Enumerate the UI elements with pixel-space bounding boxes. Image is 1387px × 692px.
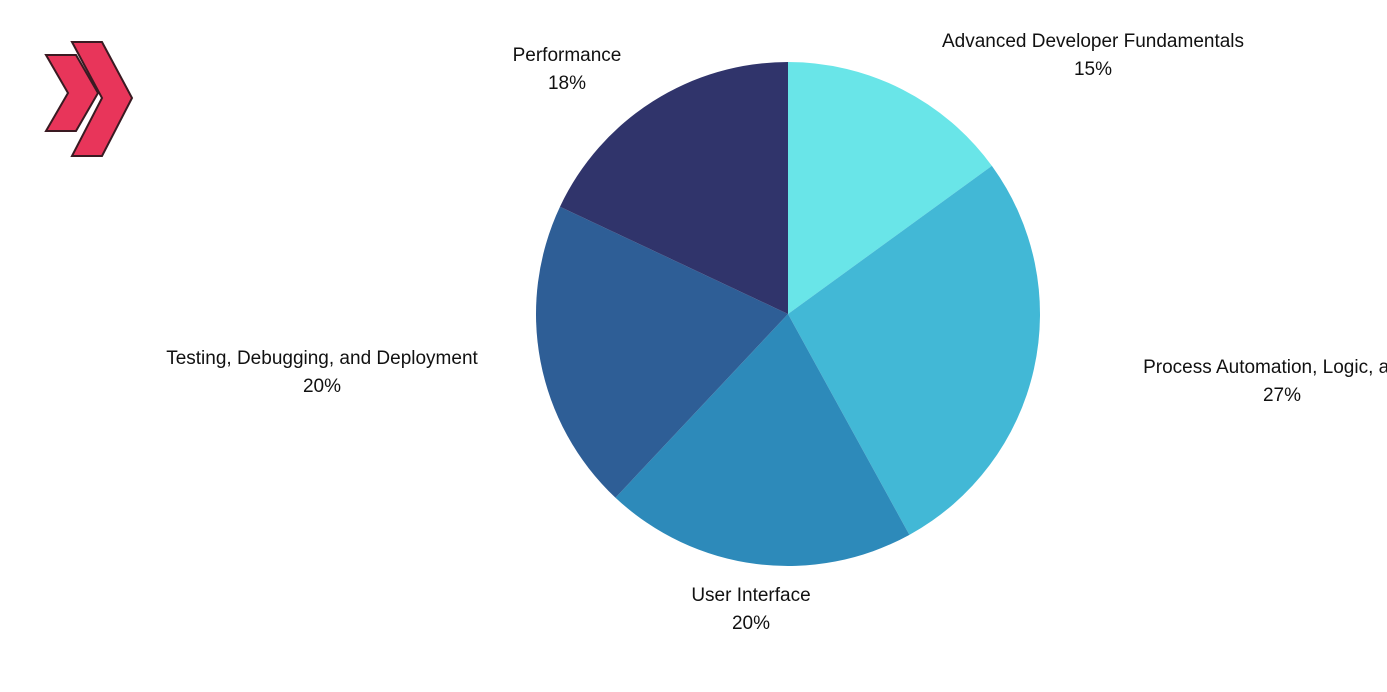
slice-name-label: Testing, Debugging, and Deployment [166,348,478,369]
chevron-back [44,54,100,132]
double-chevron-icon [44,41,134,157]
slice-value-label: 18% [548,73,586,94]
slice-name-label: Process Automation, Logic, and I [1143,357,1387,378]
slice-value-label: 20% [303,376,341,397]
pie-slice [788,165,1040,535]
slice-name-label: Performance [513,45,622,66]
pie-slice [536,206,788,498]
slice-name-label: Advanced Developer Fundamentals [942,31,1244,52]
pie-slice [559,62,788,314]
pie-labels: Advanced Developer Fundamentals 15% Proces… [166,31,1387,634]
slice-value-label: 15% [1074,59,1112,80]
chevron-front [70,41,134,157]
pie-slices [536,62,1040,566]
slice-name-label: User Interface [691,585,810,606]
pie-slice [788,62,992,314]
pie-slice [615,314,910,566]
slice-value-label: 27% [1263,385,1301,406]
slice-value-label: 20% [732,613,770,634]
